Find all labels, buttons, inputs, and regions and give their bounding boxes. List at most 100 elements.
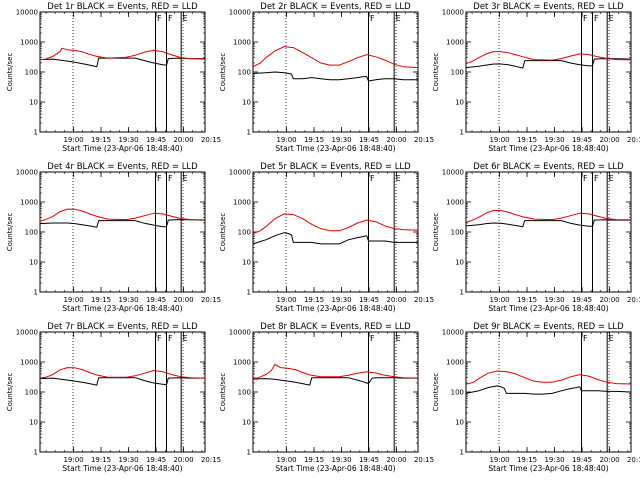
y-tick-label: 10000	[442, 9, 464, 17]
series-line-2	[253, 363, 418, 380]
x-axis-label: Start Time (23-Apr-06 18:48:40)	[275, 144, 395, 153]
y-tick-label: 10	[242, 419, 251, 427]
y-tick-label: 100	[238, 69, 251, 77]
series-line-1	[40, 377, 205, 386]
x-tick-label: 19:30	[118, 296, 138, 304]
y-tick-label: 1000	[446, 39, 464, 47]
chart-title: Det 7r BLACK = Events, RED = LLD	[47, 322, 198, 332]
x-tick-label: 20:00	[173, 296, 193, 304]
x-tick-label: 19:00	[489, 296, 509, 304]
y-tick-label: 10000	[442, 169, 464, 177]
y-tick-label: 1	[460, 449, 464, 457]
x-tick-label: 20:00	[386, 296, 406, 304]
marker-label: F	[370, 334, 375, 343]
x-axis-label: Start Time (23-Apr-06 18:48:40)	[488, 464, 608, 473]
marker-label: E	[396, 14, 401, 23]
y-tick-label: 100	[451, 229, 464, 237]
series-line-1	[40, 219, 205, 228]
chart-title: Det 2r BLACK = Events, RED = LLD	[260, 2, 411, 12]
y-tick-label: 1	[460, 129, 464, 137]
marker-label: E	[609, 14, 614, 23]
panel-3: Det 3r BLACK = Events, RED = LLD 1 10 100 10…	[432, 2, 640, 153]
x-tick-label: 19:45	[146, 456, 166, 464]
x-tick-label: 19:15	[91, 456, 111, 464]
x-tick-label: 19:45	[572, 136, 592, 144]
x-tick-label: 19:45	[359, 136, 379, 144]
y-tick-label: 100	[238, 229, 251, 237]
series-line-2	[466, 370, 631, 385]
x-tick-label: 19:00	[489, 456, 509, 464]
x-tick-label: 19:15	[517, 296, 537, 304]
marker-label: F	[157, 334, 162, 343]
y-tick-label: 1000	[233, 199, 251, 207]
y-tick-label: 1000	[446, 199, 464, 207]
y-tick-label: 1	[34, 289, 38, 297]
x-tick-label: 19:00	[489, 136, 509, 144]
chart-title: Det 9r BLACK = Events, RED = LLD	[473, 322, 624, 332]
y-tick-label: 100	[451, 69, 464, 77]
y-tick-label: 1000	[20, 359, 38, 367]
y-axis-label: Counts/sec	[6, 213, 14, 252]
x-tick-label: 20:00	[599, 456, 619, 464]
x-tick-label: 20:00	[386, 136, 406, 144]
x-tick-label: 20:15	[414, 456, 434, 464]
x-tick-label: 19:30	[118, 136, 138, 144]
marker-label: F	[583, 14, 588, 23]
x-tick-label: 19:00	[63, 456, 83, 464]
x-tick-label: 19:30	[544, 296, 564, 304]
chart-title: Det 1r BLACK = Events, RED = LLD	[47, 2, 198, 12]
marker-label: E	[396, 334, 401, 343]
x-tick-label: 19:15	[304, 136, 324, 144]
chart-title: Det 4r BLACK = Events, RED = LLD	[47, 162, 198, 172]
chart-title: Det 8r BLACK = Events, RED = LLD	[260, 322, 411, 332]
x-axis-label: Start Time (23-Apr-06 18:48:40)	[488, 304, 608, 313]
y-tick-label: 10	[242, 99, 251, 107]
panel-8: Det 8r BLACK = Events, RED = LLD 1 10 100 10…	[219, 322, 434, 473]
x-tick-label: 19:30	[331, 296, 351, 304]
chart-title: Det 3r BLACK = Events, RED = LLD	[473, 2, 624, 12]
y-axis-label: Counts/sec	[6, 373, 14, 412]
chart-title: Det 6r BLACK = Events, RED = LLD	[473, 162, 624, 172]
x-axis-label: Start Time (23-Apr-06 18:48:40)	[275, 464, 395, 473]
marker-label: F	[594, 14, 599, 23]
y-tick-label: 100	[25, 389, 38, 397]
x-tick-label: 20:15	[414, 136, 434, 144]
panel-4: Det 4r BLACK = Events, RED = LLD 1 10 100 10…	[6, 162, 221, 313]
y-tick-label: 10000	[16, 9, 38, 17]
x-tick-label: 20:00	[173, 136, 193, 144]
series-line-1	[466, 219, 631, 228]
y-axis-label: Counts/sec	[219, 53, 227, 92]
x-tick-label: 19:15	[517, 136, 537, 144]
x-tick-label: 19:30	[544, 456, 564, 464]
y-tick-label: 10000	[229, 329, 251, 337]
y-tick-label: 10	[455, 99, 464, 107]
y-tick-label: 10	[455, 259, 464, 267]
y-tick-label: 10000	[16, 169, 38, 177]
series-line-2	[253, 46, 418, 69]
x-tick-label: 20:15	[414, 296, 434, 304]
marker-label: F	[583, 174, 588, 183]
y-tick-label: 1000	[233, 359, 251, 367]
x-axis-label: Start Time (23-Apr-06 18:48:40)	[62, 304, 182, 313]
x-tick-label: 20:00	[386, 456, 406, 464]
series-line-2	[253, 213, 418, 234]
plot-frame	[39, 331, 206, 453]
x-tick-label: 20:15	[627, 296, 640, 304]
x-axis-label: Start Time (23-Apr-06 18:48:40)	[275, 304, 395, 313]
x-tick-label: 19:00	[63, 296, 83, 304]
series-line-2	[40, 208, 205, 222]
series-line-1	[466, 385, 631, 395]
x-tick-label: 19:15	[91, 296, 111, 304]
panel-7: Det 7r BLACK = Events, RED = LLD 1 10 100 10…	[6, 322, 221, 473]
y-tick-label: 100	[451, 389, 464, 397]
x-tick-label: 19:45	[359, 456, 379, 464]
y-tick-label: 10	[455, 419, 464, 427]
plot-frame	[465, 331, 632, 453]
x-tick-label: 19:15	[304, 296, 324, 304]
series-line-2	[466, 51, 631, 65]
y-tick-label: 1000	[20, 199, 38, 207]
x-tick-label: 20:15	[627, 456, 640, 464]
y-tick-label: 10	[29, 259, 38, 267]
x-tick-label: 20:15	[627, 136, 640, 144]
plot-frame	[465, 171, 632, 293]
